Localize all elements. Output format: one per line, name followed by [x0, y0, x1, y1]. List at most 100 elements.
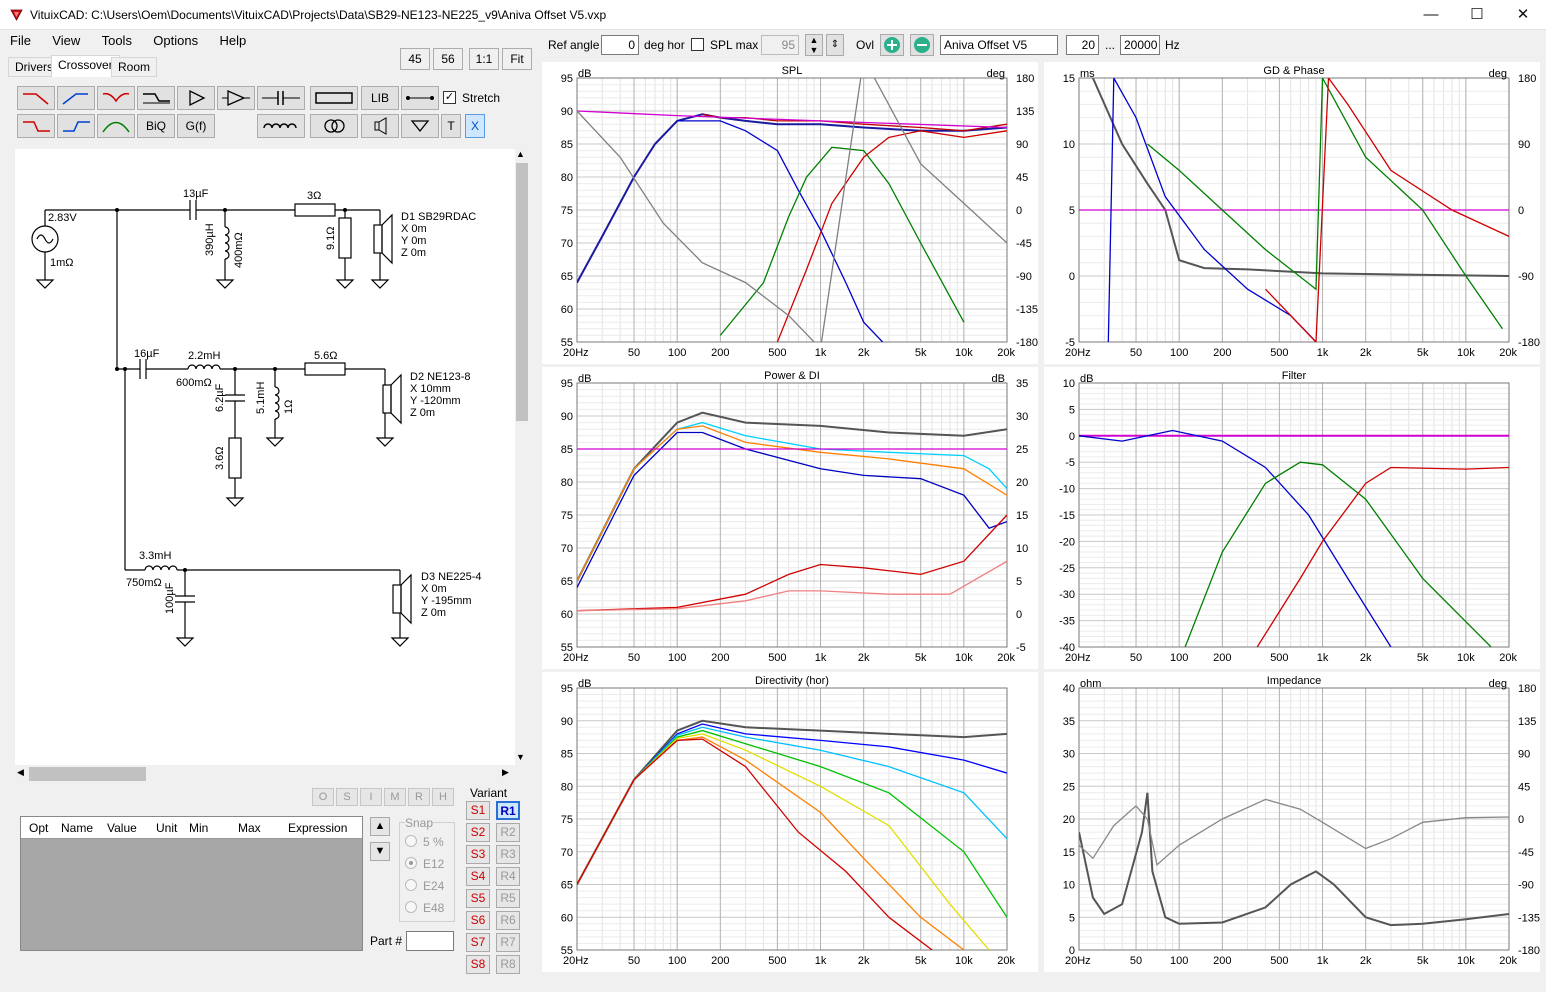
bandpass-button[interactable] [97, 114, 135, 138]
menu-tools[interactable]: Tools [101, 33, 132, 48]
power-di-chart[interactable]: Power & DI dB dB 95 90 85 80 75 70 65 60 55 35 30 25 20… [542, 367, 1038, 669]
variant-r4-button[interactable]: R4 [496, 867, 520, 886]
wire-button[interactable] [401, 86, 439, 110]
driver-button[interactable] [361, 114, 399, 138]
overlay-add-button[interactable] [880, 34, 904, 56]
spl-chart[interactable]: SPL dB deg 95 90 85 80 75 70 65 60 55 180 135 90 45 0 -45… [542, 62, 1038, 364]
col-name[interactable]: Name [61, 821, 94, 835]
impedance-chart[interactable]: Impedance ohm deg 40 35 30 25 20 15 10 5 0 180 135 90 4… [1044, 672, 1540, 972]
scroll-right-icon[interactable]: ▶ [502, 767, 509, 777]
opamp-button[interactable] [217, 86, 255, 110]
notch-red-button[interactable] [97, 86, 135, 110]
menu-view[interactable]: View [52, 33, 81, 48]
opt-i-button[interactable]: I [360, 788, 382, 806]
col-min[interactable]: Min [189, 821, 209, 835]
move-down-button[interactable]: ▼ [370, 842, 390, 861]
spl-max-checkbox[interactable] [691, 38, 704, 51]
buffer-button[interactable] [177, 86, 215, 110]
variant-s8-button[interactable]: S8 [466, 955, 490, 974]
spin-down-icon[interactable]: ▼ [809, 45, 819, 55]
variant-r6-button[interactable]: R6 [496, 911, 520, 930]
schematic-hscroll[interactable]: ◀ ▶ [15, 765, 515, 783]
close-button[interactable]: ✕ [1516, 6, 1530, 23]
schematic-vscroll[interactable]: ▲ ▼ [515, 149, 529, 765]
opt-r-button[interactable]: R [408, 788, 430, 806]
resistor-button[interactable] [310, 86, 358, 110]
library-button[interactable]: LIB [361, 86, 399, 110]
zoom-56-button[interactable]: 56 [433, 48, 463, 70]
menu-help[interactable]: Help [219, 33, 247, 48]
variant-s6-button[interactable]: S6 [466, 911, 490, 930]
opt-s-button[interactable]: S [336, 788, 358, 806]
col-opt[interactable]: Opt [29, 821, 49, 835]
zoom-fit-button[interactable]: Fit [502, 48, 532, 70]
t-button[interactable]: T [441, 114, 461, 138]
overlay-remove-button[interactable] [910, 34, 934, 56]
hscroll-thumb[interactable] [29, 767, 146, 781]
variant-r8-button[interactable]: R8 [496, 955, 520, 974]
optimizer-table[interactable]: Opt Name Value Unit Min Max Expression [20, 816, 363, 951]
x-button[interactable]: X [465, 114, 485, 138]
spin-up-icon[interactable]: ▲ [809, 35, 819, 45]
filter-chart[interactable]: Filter dB 10 5 0 -5 -10 -15 -20 -25 -30 -35 -40 20Hz 5… [1044, 367, 1540, 669]
variant-s7-button[interactable]: S7 [466, 933, 490, 952]
variant-s1-button[interactable]: S1 [466, 801, 490, 820]
overlay-name-input[interactable]: Aniva Offset V5 [940, 35, 1058, 55]
snap-radio-e24[interactable] [405, 879, 417, 891]
capacitor-button[interactable] [257, 86, 305, 110]
scroll-down-icon[interactable]: ▼ [516, 752, 525, 762]
maximize-button[interactable]: ☐ [1470, 6, 1484, 23]
lowpass-1st-button[interactable] [17, 114, 55, 138]
freq-min-input[interactable]: 20 [1066, 35, 1099, 55]
spl-spinner[interactable]: ▲ ▼ [805, 34, 823, 56]
shelf-button[interactable] [137, 86, 175, 110]
ref-angle-input[interactable]: 0 [601, 35, 639, 55]
biquad-button[interactable]: BiQ [137, 114, 175, 138]
tab-crossover[interactable]: Crossover [51, 55, 120, 77]
gd-phase-chart[interactable]: GD & Phase ms deg 15 10 5 0 -5 180 90 0 -90 -180 20Hz… [1044, 62, 1540, 364]
freq-max-input[interactable]: 20000 [1120, 35, 1160, 55]
part-input[interactable] [406, 931, 454, 951]
variant-s5-button[interactable]: S5 [466, 889, 490, 908]
opt-h-button[interactable]: H [432, 788, 454, 806]
tab-room[interactable]: Room [111, 57, 158, 77]
spl-fit-button[interactable]: ⇕ [826, 34, 844, 56]
stretch-checkbox[interactable]: ✓ [443, 91, 456, 104]
variant-r7-button[interactable]: R7 [496, 933, 520, 952]
variant-r2-button[interactable]: R2 [496, 823, 520, 842]
gf-button[interactable]: G(f) [177, 114, 215, 138]
variant-r5-button[interactable]: R5 [496, 889, 520, 908]
snap-radio-e48[interactable] [405, 901, 417, 913]
move-up-button[interactable]: ▲ [370, 817, 390, 836]
transformer-button[interactable] [310, 114, 358, 138]
menu-file[interactable]: File [10, 33, 31, 48]
opt-m-button[interactable]: M [384, 788, 406, 806]
vscroll-thumb[interactable] [516, 163, 528, 421]
variant-s2-button[interactable]: S2 [466, 823, 490, 842]
scroll-left-icon[interactable]: ◀ [17, 767, 24, 777]
highpass-1st-button[interactable] [57, 114, 95, 138]
schematic-canvas[interactable]: 2.83V 1mΩ 13µF 3Ω 390µH 400mΩ 9.1Ω D1 SB… [15, 149, 515, 765]
spl-max-input[interactable]: 95 [761, 35, 799, 55]
col-max[interactable]: Max [238, 821, 261, 835]
menu-options[interactable]: Options [153, 33, 199, 48]
zoom-1-1-button[interactable]: 1:1 [469, 48, 499, 70]
ground-button[interactable] [401, 114, 439, 138]
col-unit[interactable]: Unit [156, 821, 178, 835]
opt-o-button[interactable]: O [312, 788, 334, 806]
scroll-up-icon[interactable]: ▲ [516, 149, 525, 159]
col-expression[interactable]: Expression [288, 821, 348, 835]
lowpass-red-button[interactable] [17, 86, 55, 110]
variant-r3-button[interactable]: R3 [496, 845, 520, 864]
zoom-45-button[interactable]: 45 [400, 48, 430, 70]
col-value[interactable]: Value [107, 821, 137, 835]
snap-radio-e12[interactable] [405, 857, 417, 869]
directivity-chart[interactable]: Directivity (hor) dB 95 90 85 80 75 70 65 60 55 20H… [542, 672, 1038, 972]
highpass-blue-button[interactable] [57, 86, 95, 110]
variant-s4-button[interactable]: S4 [466, 867, 490, 886]
inductor-button[interactable] [257, 114, 305, 138]
variant-s3-button[interactable]: S3 [466, 845, 490, 864]
snap-radio-5[interactable] [405, 835, 417, 847]
variant-r1-button[interactable]: R1 [496, 801, 520, 820]
minimize-button[interactable]: — [1423, 6, 1439, 23]
